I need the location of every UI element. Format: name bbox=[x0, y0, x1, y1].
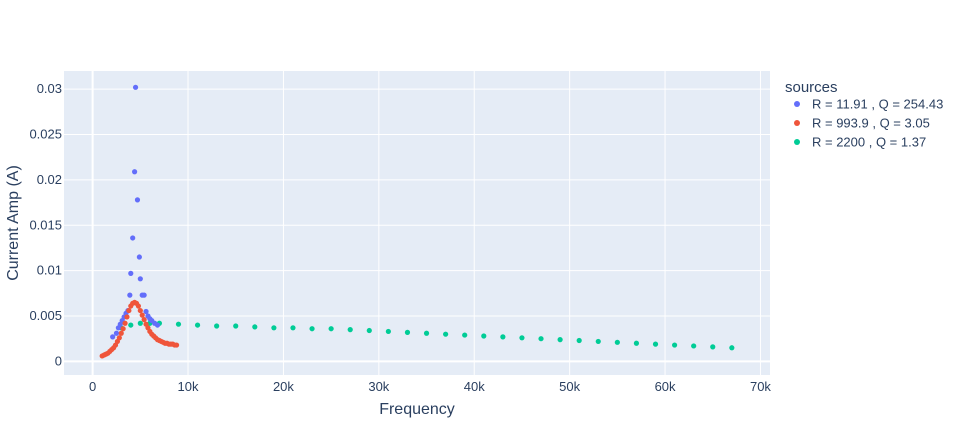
data-point bbox=[143, 308, 149, 315]
data-point bbox=[328, 326, 334, 332]
y-tick-label: 0.015 bbox=[29, 217, 62, 232]
data-point bbox=[134, 197, 141, 203]
data-point bbox=[576, 337, 582, 344]
data-point bbox=[481, 333, 487, 339]
data-point bbox=[173, 342, 180, 348]
data-point bbox=[729, 345, 735, 351]
legend-item[interactable]: R = 11.91 , Q = 254.43 bbox=[794, 97, 943, 112]
legend-marker bbox=[794, 120, 800, 126]
data-point bbox=[110, 334, 116, 340]
legend-marker bbox=[794, 139, 800, 145]
data-markers bbox=[99, 84, 735, 359]
data-point bbox=[194, 322, 201, 328]
data-point bbox=[175, 321, 182, 327]
data-point bbox=[120, 326, 126, 332]
data-point bbox=[128, 270, 134, 276]
data-point bbox=[404, 329, 411, 335]
legend-label: R = 2200 , Q = 1.37 bbox=[812, 135, 926, 150]
series-markers bbox=[99, 299, 180, 359]
data-point bbox=[135, 303, 142, 309]
data-point bbox=[423, 330, 430, 336]
legend-title: sources bbox=[785, 79, 838, 96]
y-tick-label: 0.01 bbox=[37, 263, 62, 278]
legend[interactable]: sources R = 11.91 , Q = 254.43 R = 993.9 … bbox=[785, 79, 943, 150]
grid-lines bbox=[64, 71, 770, 375]
data-point bbox=[214, 323, 220, 329]
y-tick-label: 0.03 bbox=[37, 81, 62, 96]
data-point bbox=[137, 307, 143, 314]
data-point bbox=[691, 343, 697, 349]
data-point bbox=[233, 323, 239, 329]
data-point bbox=[128, 322, 134, 328]
data-point bbox=[116, 335, 122, 341]
data-point bbox=[126, 307, 132, 314]
data-point bbox=[290, 325, 296, 331]
data-point bbox=[127, 292, 133, 298]
data-point bbox=[154, 322, 161, 328]
data-point bbox=[385, 328, 391, 335]
legend-item[interactable]: R = 993.9 , Q = 3.05 bbox=[794, 116, 930, 131]
data-point bbox=[113, 330, 120, 336]
x-tick-label: 0 bbox=[89, 379, 96, 394]
data-point bbox=[633, 340, 640, 346]
data-point bbox=[139, 312, 145, 318]
data-point bbox=[271, 325, 277, 331]
data-point bbox=[557, 337, 563, 343]
x-tick-label: 70k bbox=[750, 379, 771, 394]
y-tick-label: 0.025 bbox=[29, 127, 62, 142]
x-tick-label: 60k bbox=[655, 379, 676, 394]
data-point bbox=[443, 331, 449, 337]
data-point bbox=[124, 314, 130, 320]
legend-label: R = 11.91 , Q = 254.43 bbox=[812, 97, 943, 112]
data-point bbox=[347, 327, 353, 333]
y-tick-label: 0 bbox=[55, 353, 62, 368]
data-point bbox=[366, 327, 372, 334]
legend-label: R = 993.9 , Q = 3.05 bbox=[812, 116, 930, 131]
data-point bbox=[652, 341, 659, 347]
x-tick-label: 10k bbox=[178, 379, 199, 394]
data-point bbox=[130, 235, 136, 241]
x-tick-label: 20k bbox=[273, 379, 294, 394]
plot-background bbox=[64, 71, 770, 375]
data-point bbox=[118, 330, 124, 336]
data-point bbox=[122, 320, 128, 326]
data-point bbox=[137, 320, 143, 326]
y-tick-label: 0.02 bbox=[37, 172, 62, 187]
x-tick-label: 40k bbox=[464, 379, 485, 394]
x-axis-title: Frequency bbox=[379, 401, 455, 418]
series-markers bbox=[110, 84, 161, 340]
legend-item[interactable]: R = 2200 , Q = 1.37 bbox=[794, 135, 926, 150]
data-point bbox=[710, 344, 716, 350]
data-point bbox=[137, 276, 143, 282]
y-axis-title: Current Amp (A) bbox=[5, 165, 22, 281]
data-point bbox=[538, 336, 544, 342]
data-point bbox=[671, 342, 678, 348]
data-point bbox=[500, 334, 506, 340]
x-tick-label: 50k bbox=[559, 379, 580, 394]
data-point bbox=[141, 292, 147, 298]
y-tick-label: 0.005 bbox=[29, 308, 62, 323]
data-point bbox=[614, 339, 620, 345]
data-point bbox=[462, 332, 468, 338]
data-point bbox=[132, 84, 139, 90]
legend-marker bbox=[794, 101, 800, 107]
x-tick-label: 30k bbox=[368, 379, 389, 394]
data-point bbox=[141, 317, 147, 323]
data-point bbox=[309, 326, 315, 332]
tick-labels: 0 10k 20k 30k 40k 50k 60k 70k 0 0.005 0.01 0.015 0.0… bbox=[29, 81, 771, 394]
legend-items: R = 11.91 , Q = 254.43 R = 993.9 , Q = 3.… bbox=[794, 97, 943, 150]
data-point bbox=[595, 338, 601, 345]
data-point bbox=[132, 169, 138, 175]
data-point bbox=[519, 335, 525, 341]
data-point bbox=[252, 324, 258, 330]
data-point bbox=[136, 254, 142, 260]
